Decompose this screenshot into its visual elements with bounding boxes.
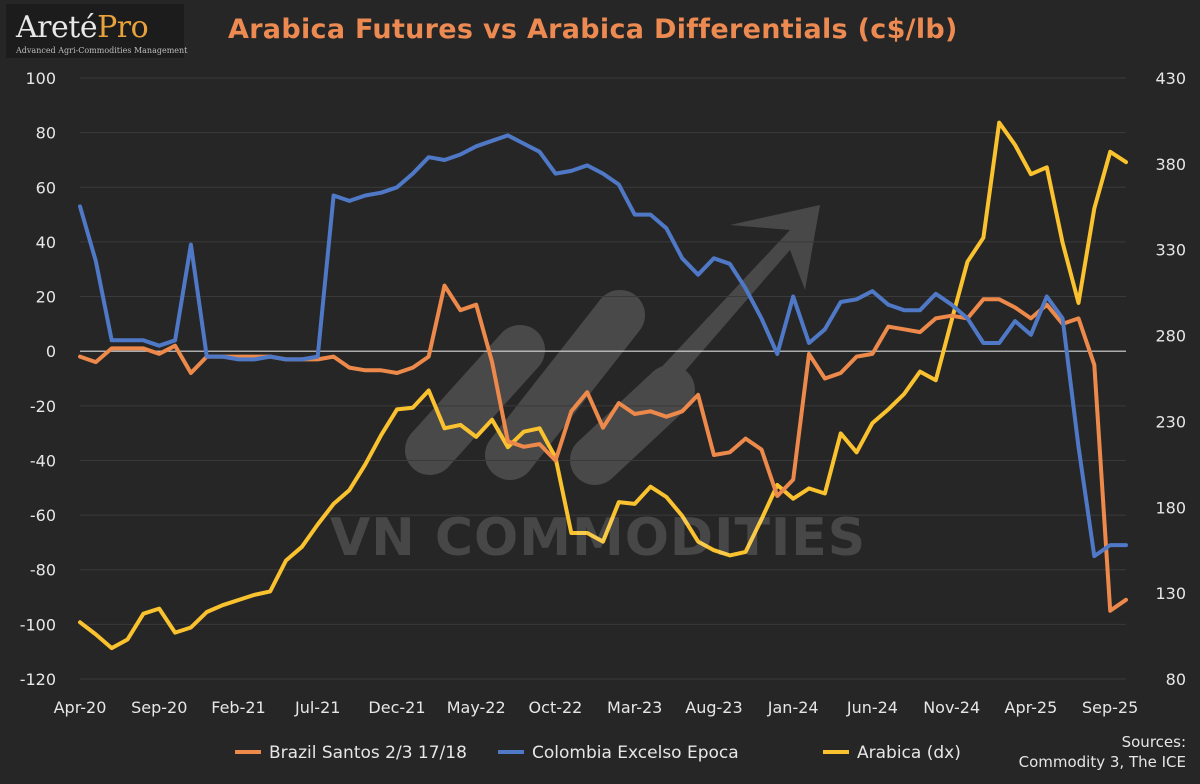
series-line-2 <box>78 133 1128 559</box>
logo-wordmark: AretéPro <box>16 10 149 45</box>
x-tick-label: Jan-24 <box>767 698 819 717</box>
sources-text: Commodity 3, The ICE <box>1018 753 1186 771</box>
series-line-3 <box>78 120 1128 651</box>
y-left-tick-label: 60 <box>36 178 56 197</box>
y-left-tick-label: -80 <box>30 561 56 580</box>
y-left-tick-label: -40 <box>30 451 56 470</box>
logo-main-text: Areté <box>16 10 98 45</box>
x-tick-label: Sep-25 <box>1082 698 1138 717</box>
y-left-tick-label: 20 <box>36 288 56 307</box>
x-tick-label: Mar-23 <box>607 698 662 717</box>
x-tick-label: Sep-20 <box>131 698 187 717</box>
x-axis: Apr-20 Sep-20 Feb-21 Jul-21 Dec-21 May-22 Oct-… <box>54 698 1139 717</box>
x-tick-label: Dec-21 <box>368 698 425 717</box>
x-tick-label: Jul-21 <box>294 698 340 717</box>
watermark-stroke-1 <box>405 325 545 475</box>
sources-label: Sources: <box>1121 733 1186 751</box>
legend-label: Brazil Santos 2/3 17/18 <box>269 743 467 763</box>
y-right-tick-label: 380 <box>1155 155 1186 174</box>
legend-label: Colombia Excelso Epoca <box>532 743 739 763</box>
x-tick-label: Apr-25 <box>1005 698 1058 717</box>
y-left-tick-label: 0 <box>46 342 56 361</box>
y-right-tick-label: 130 <box>1155 584 1186 603</box>
y-right-tick-label: 80 <box>1166 670 1186 689</box>
chart-title: Arabica Futures vs Arabica Differentials… <box>228 14 958 45</box>
x-tick-label: May-22 <box>447 698 506 717</box>
x-tick-label: Jun-24 <box>846 698 898 717</box>
y-left-tick-label: -60 <box>30 506 56 525</box>
x-tick-label: Feb-21 <box>211 698 265 717</box>
sources-note: Sources: Commodity 3, The ICE <box>1019 732 1186 772</box>
y-left-tick-label: -120 <box>20 670 56 689</box>
y-left-tick-label: 100 <box>25 69 56 88</box>
y-right-tick-label: 280 <box>1155 327 1186 346</box>
company-logo: AretéPro Advanced Agri-Commodities Manag… <box>6 4 188 58</box>
y-right-tick-label: 330 <box>1155 241 1186 260</box>
y-left-tick-label: -100 <box>20 615 56 634</box>
y-left-tick-label: -20 <box>30 397 56 416</box>
logo-accent-text: Pro <box>97 10 149 45</box>
watermark-stroke-3 <box>570 365 695 485</box>
series-layer <box>78 120 1128 651</box>
left-axis: 100 80 60 40 20 0 -20 -40 -60 -80 -100 -120 <box>20 69 56 689</box>
right-axis: 430 380 330 280 230 180 130 80 <box>1155 69 1186 689</box>
y-right-tick-label: 230 <box>1155 412 1186 431</box>
y-left-tick-label: 40 <box>36 233 56 252</box>
x-tick-label: Oct-22 <box>529 698 583 717</box>
watermark-text: VN COMMODITIES <box>330 508 867 568</box>
grid-layer <box>80 77 1126 680</box>
x-tick-label: Aug-23 <box>685 698 742 717</box>
y-left-tick-label: 80 <box>36 124 56 143</box>
legend-label: Arabica (dx) <box>857 743 961 763</box>
legend: Brazil Santos 2/3 17/18 Colombia Excelso … <box>235 743 961 763</box>
logo-tagline: Advanced Agri-Commodities Management <box>16 46 188 55</box>
series-line-1 <box>78 283 1128 613</box>
x-tick-label: Nov-24 <box>923 698 980 717</box>
y-right-tick-label: 180 <box>1155 498 1186 517</box>
x-tick-label: Apr-20 <box>54 698 107 717</box>
y-right-tick-label: 430 <box>1155 69 1186 88</box>
